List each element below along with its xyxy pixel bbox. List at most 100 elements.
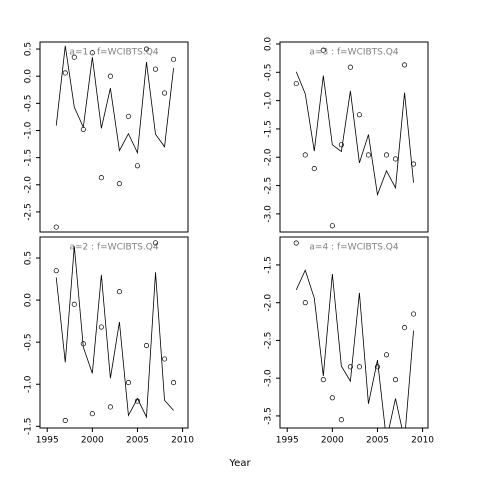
data-point: [383, 352, 390, 358]
x-tick-label: 1995: [276, 436, 299, 446]
data-point: [293, 81, 299, 87]
data-point: [347, 364, 353, 370]
x-tick-label: 2005: [366, 436, 389, 446]
strip-title: a=1 : f=WCIBTS.Q4: [69, 48, 158, 58]
data-line: [55, 246, 174, 419]
plot-area: [53, 240, 177, 423]
data-point: [152, 66, 159, 72]
plot-area: [53, 45, 177, 230]
data-point: [143, 342, 150, 349]
data-point: [107, 404, 113, 410]
y-tick-label: -3.0: [264, 205, 274, 223]
plot-area: [293, 47, 417, 229]
data-point: [171, 380, 177, 386]
y-tick-label: -1.5: [264, 256, 274, 274]
data-point: [53, 268, 59, 274]
y-tick-label: 0.0: [264, 37, 274, 52]
data-point: [134, 163, 141, 169]
data-point: [161, 356, 168, 362]
data-point: [356, 112, 362, 118]
data-point: [143, 46, 150, 52]
y-tick-label: -2.0: [264, 294, 274, 312]
x-tick-label: 2010: [171, 436, 194, 446]
data-point: [152, 240, 159, 246]
data-point: [125, 113, 131, 119]
data-point: [80, 126, 86, 132]
y-tick-label: -2.5: [24, 203, 34, 221]
y-tick-label: 0.0: [24, 293, 34, 308]
data-point: [338, 142, 344, 148]
data-point: [116, 181, 122, 187]
y-tick-label: 0.5: [24, 251, 34, 265]
strip-title: a=3 : f=WCIBTS.Q4: [309, 48, 398, 58]
data-point: [302, 152, 308, 158]
y-tick-label: -2.5: [264, 332, 274, 350]
data-point: [161, 90, 168, 96]
plot-area: [293, 240, 417, 428]
data-point: [71, 301, 77, 307]
y-tick-label: -0.5: [24, 95, 34, 113]
data-point: [383, 152, 390, 158]
y-tick-label: 0.5: [24, 42, 34, 56]
y-tick-label: -2.5: [264, 177, 274, 195]
data-point: [392, 156, 399, 162]
data-point: [125, 380, 131, 386]
y-tick-label: -2.0: [24, 176, 34, 194]
data-point: [365, 152, 371, 158]
data-point: [356, 364, 362, 370]
data-point: [116, 289, 122, 295]
y-tick-label: -1.5: [264, 120, 274, 138]
data-point: [392, 377, 399, 383]
data-point: [107, 73, 113, 79]
data-point: [98, 175, 104, 181]
x-tick-label: 2005: [126, 436, 149, 446]
y-tick-label: -1.0: [24, 375, 34, 393]
strip-title: a=2 : f=WCIBTS.Q4: [69, 243, 158, 253]
y-tick-label: -0.5: [24, 333, 34, 351]
data-point: [98, 324, 104, 330]
x-axis-label: Year: [228, 458, 251, 469]
data-point: [401, 62, 408, 68]
data-point: [338, 417, 344, 423]
data-line: [295, 71, 414, 197]
data-line: [55, 45, 174, 155]
x-tick-label: 2000: [81, 436, 104, 446]
data-point: [80, 341, 86, 347]
data-point: [293, 240, 299, 246]
data-point: [134, 398, 141, 404]
data-point: [302, 300, 308, 306]
data-point: [320, 377, 326, 383]
strip-title: a=4 : f=WCIBTS.Q4: [309, 243, 398, 253]
y-tick-label: -2.0: [264, 148, 274, 166]
data-point: [320, 47, 326, 53]
data-point: [411, 311, 417, 317]
panel-frame: [279, 41, 429, 233]
data-point: [401, 325, 408, 331]
y-tick-label: -1.0: [264, 92, 274, 110]
panel-frame: [39, 41, 189, 233]
data-point: [311, 166, 317, 172]
y-tick-label: -1.5: [24, 149, 34, 167]
y-tick-label: -1.5: [24, 418, 34, 436]
x-tick-label: 1995: [36, 436, 59, 446]
y-tick-label: -3.0: [264, 369, 274, 387]
y-tick-label: -0.5: [264, 64, 274, 82]
data-point: [89, 411, 95, 417]
x-tick-label: 2010: [411, 436, 434, 446]
panel-frame: [279, 236, 429, 429]
data-point: [411, 161, 417, 167]
x-tick-label: 2000: [321, 436, 344, 446]
data-point: [62, 417, 68, 423]
panel-frame: [39, 236, 189, 429]
data-point: [329, 223, 335, 229]
data-point: [53, 224, 59, 230]
data-line: [295, 269, 414, 428]
data-point: [329, 395, 335, 401]
data-point: [89, 50, 95, 56]
data-point: [374, 364, 381, 370]
data-point: [71, 54, 77, 60]
y-tick-label: -3.5: [264, 407, 274, 425]
data-point: [171, 56, 177, 62]
y-tick-label: -1.0: [24, 121, 34, 139]
